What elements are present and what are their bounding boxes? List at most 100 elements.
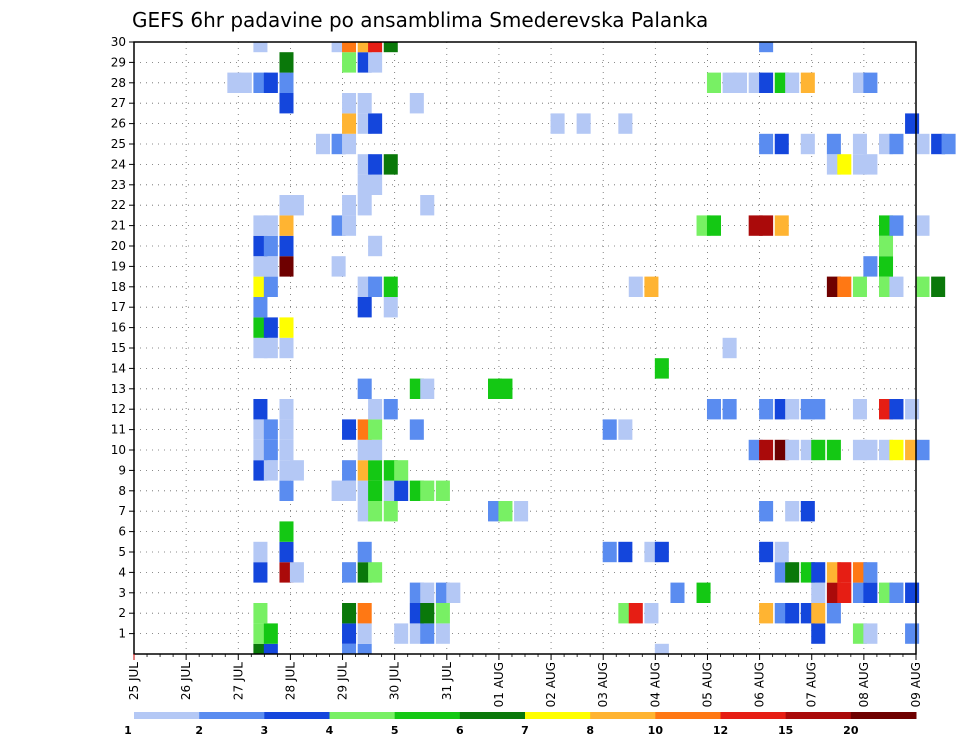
precip-cell bbox=[394, 480, 409, 501]
y-tick-label: 3 bbox=[118, 586, 126, 600]
x-tick-label: 04 AUG bbox=[648, 662, 662, 707]
precip-cell bbox=[394, 623, 409, 644]
precip-cell bbox=[368, 154, 383, 175]
precip-cell bbox=[368, 460, 383, 481]
precip-cell bbox=[368, 113, 383, 134]
y-tick-label: 30 bbox=[111, 35, 126, 49]
precip-cell bbox=[435, 480, 450, 501]
y-tick-label: 23 bbox=[111, 178, 126, 192]
precip-cell bbox=[368, 562, 383, 583]
colorbar-label: 7 bbox=[521, 724, 529, 737]
precip-cell bbox=[446, 582, 461, 603]
y-tick-label: 17 bbox=[111, 300, 126, 314]
precip-cell bbox=[774, 133, 789, 155]
x-tick-label: 09 AUG bbox=[909, 662, 923, 707]
precip-cell bbox=[759, 215, 774, 236]
precip-cell bbox=[863, 562, 878, 583]
y-tick-label: 28 bbox=[111, 76, 126, 90]
precip-cell bbox=[618, 419, 633, 440]
precip-cell bbox=[342, 562, 357, 583]
precip-cell bbox=[279, 72, 294, 93]
precip-cell bbox=[289, 562, 304, 583]
precip-cell bbox=[420, 378, 435, 399]
y-tick-label: 29 bbox=[111, 55, 126, 69]
precip-cell bbox=[409, 93, 424, 114]
precip-cell bbox=[759, 133, 774, 155]
precip-cell bbox=[722, 337, 737, 359]
precip-cell bbox=[811, 562, 826, 583]
precip-cell bbox=[654, 643, 669, 654]
colorbar-swatch bbox=[720, 712, 787, 719]
x-tick-label: 05 AUG bbox=[700, 662, 714, 707]
precip-cell bbox=[357, 195, 372, 216]
precip-cell bbox=[394, 460, 409, 481]
precip-cell bbox=[774, 541, 789, 563]
y-tick-label: 24 bbox=[111, 157, 126, 171]
precip-cell bbox=[628, 603, 643, 624]
precip-cell bbox=[852, 276, 867, 297]
precip-cell bbox=[905, 623, 920, 644]
precip-cell bbox=[263, 317, 278, 338]
precip-cell bbox=[879, 235, 894, 257]
precip-cell bbox=[915, 133, 930, 155]
precip-cell bbox=[889, 276, 904, 297]
precip-cell bbox=[905, 399, 920, 420]
precip-cell bbox=[800, 133, 815, 155]
precip-cell bbox=[342, 480, 357, 501]
colorbar-swatch bbox=[785, 712, 852, 719]
precip-cell bbox=[879, 256, 894, 277]
x-tick-label: 02 AUG bbox=[544, 662, 558, 707]
precip-cell bbox=[889, 215, 904, 236]
precip-cell bbox=[342, 643, 357, 654]
precip-cell bbox=[915, 215, 930, 236]
precip-cell bbox=[253, 562, 268, 583]
precip-cell bbox=[941, 133, 956, 155]
precip-cell bbox=[863, 154, 878, 175]
precip-cell bbox=[644, 603, 659, 624]
y-tick-label: 18 bbox=[111, 280, 126, 294]
precip-cell bbox=[889, 582, 904, 603]
precip-cell bbox=[331, 256, 346, 277]
precip-cell bbox=[383, 297, 398, 318]
y-tick-label: 16 bbox=[111, 321, 126, 335]
precip-cell bbox=[435, 623, 450, 644]
precip-cell bbox=[342, 93, 357, 114]
precip-cell bbox=[368, 439, 383, 461]
precip-cell bbox=[342, 419, 357, 440]
precip-cell bbox=[368, 480, 383, 501]
precip-cell bbox=[409, 419, 424, 440]
colorbar-label: 1 bbox=[124, 724, 132, 737]
precip-cell bbox=[420, 582, 435, 603]
precip-cell bbox=[357, 378, 372, 399]
precip-cell bbox=[654, 541, 669, 563]
precip-cell bbox=[237, 72, 252, 93]
precip-cell bbox=[368, 501, 383, 522]
colorbar-swatch bbox=[459, 712, 526, 719]
precip-cell bbox=[800, 501, 815, 522]
precip-cell bbox=[785, 439, 800, 461]
precip-cell bbox=[852, 133, 867, 155]
precip-cell bbox=[550, 113, 565, 134]
precip-cell bbox=[279, 541, 294, 563]
precip-cell bbox=[644, 276, 659, 297]
x-tick-label: 26 JUL bbox=[179, 662, 193, 700]
precip-cell bbox=[420, 195, 435, 216]
precip-cell bbox=[863, 623, 878, 644]
precip-cell bbox=[253, 297, 268, 318]
precip-cell bbox=[837, 582, 852, 603]
precip-cell bbox=[514, 501, 529, 522]
y-tick-label: 20 bbox=[111, 239, 126, 253]
precip-cell bbox=[342, 215, 357, 236]
precip-cell bbox=[357, 42, 372, 53]
precip-cell bbox=[915, 276, 930, 297]
precip-cell bbox=[263, 623, 278, 644]
precip-cell bbox=[722, 399, 737, 420]
precip-cell bbox=[263, 235, 278, 257]
precip-cell bbox=[253, 603, 268, 624]
colorbar-label: 12 bbox=[713, 724, 728, 737]
y-tick-label: 19 bbox=[111, 259, 126, 273]
precip-cell bbox=[811, 399, 826, 420]
precip-cell bbox=[774, 215, 789, 236]
precip-cell bbox=[420, 603, 435, 624]
